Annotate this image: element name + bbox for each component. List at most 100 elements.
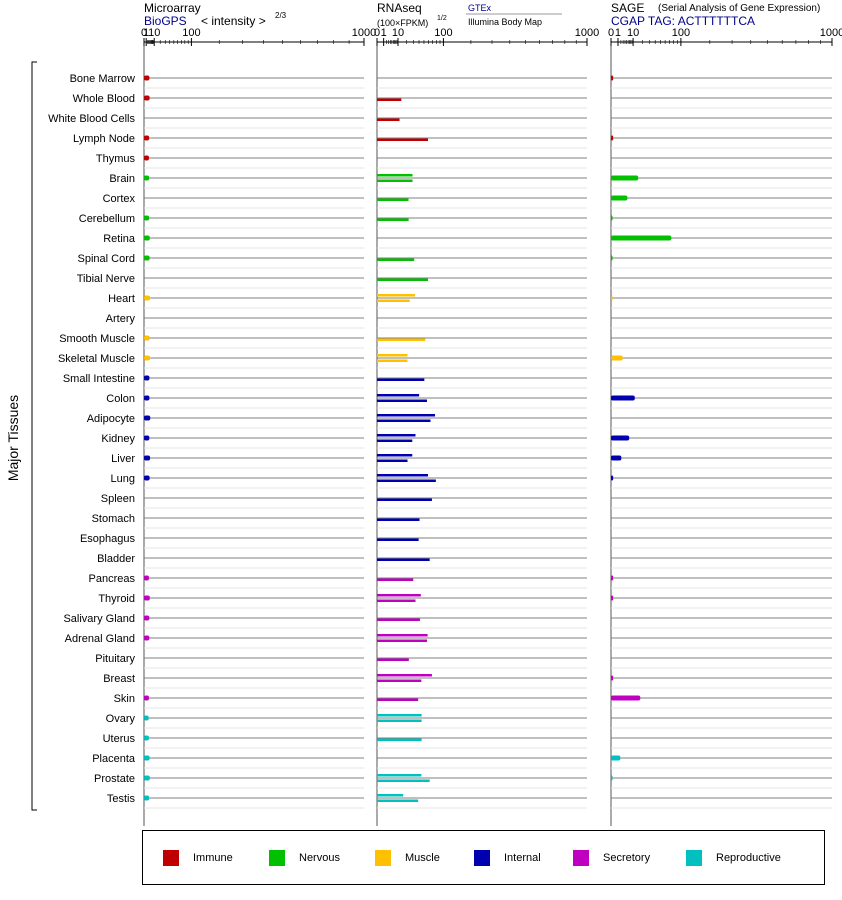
sage-bar: [611, 255, 613, 261]
rnaseq-exponent: 1/2: [437, 15, 447, 22]
rnaseq-bar-illumina: [377, 419, 431, 422]
microarray-bar: [144, 735, 149, 741]
rnaseq-bar: [377, 338, 426, 341]
tissue-label: Skeletal Muscle: [58, 353, 135, 365]
sage-bar: [611, 355, 623, 361]
tissue-label: Small Intestine: [63, 373, 135, 385]
tissue-label: Kidney: [101, 433, 135, 445]
microarray-bar: [144, 235, 150, 241]
sage-bar: [611, 215, 613, 221]
tissue-label: Thymus: [96, 153, 136, 165]
microarray-bar: [144, 335, 150, 341]
legend: Immune Nervous Muscle Internal Secretory Repr…: [142, 830, 825, 885]
rnaseq-bar-gtex: [377, 794, 404, 797]
rnaseq-bar-illumina: [377, 299, 410, 302]
rnaseq-bar-gtex: [377, 774, 422, 777]
rnaseq-units: (100×FPKM): [377, 18, 428, 28]
rnaseq-bar-gtex: [377, 474, 429, 477]
tissue-label: White Blood Cells: [48, 113, 135, 125]
microarray-title: Microarray: [144, 1, 201, 15]
rnaseq-title: RNAseq: [377, 1, 422, 15]
tissue-label: Testis: [107, 793, 136, 805]
tissue-label: Cerebellum: [79, 213, 135, 225]
microarray-bar: [144, 355, 151, 361]
legend-label: Reproductive: [716, 852, 781, 864]
tissue-label: Skin: [114, 693, 135, 705]
rnaseq-bar: [377, 278, 429, 281]
rnaseq-tick-label: 0: [374, 27, 380, 39]
tissue-label: Lung: [111, 473, 135, 485]
gtex-link[interactable]: GTEx: [468, 3, 492, 13]
microarray-tick-label: 10: [148, 27, 160, 39]
tissue-label: Adipocyte: [87, 413, 135, 425]
microarray-bar: [144, 295, 151, 301]
rnaseq-tick-label: 10: [392, 27, 404, 39]
sage-bar: [611, 595, 614, 601]
rnaseq-tick-label: 100: [434, 27, 452, 39]
microarray-bar: [144, 155, 149, 161]
rnaseq-bar-gtex: [377, 414, 436, 417]
rnaseq-bar: [377, 738, 422, 741]
rnaseq-bar-gtex: [377, 434, 416, 437]
microarray-bar: [144, 215, 150, 221]
rnaseq-tick-label: 1: [381, 27, 387, 39]
rnaseq-bar-illumina: [377, 439, 413, 442]
microarray-bar: [144, 795, 150, 801]
rnaseq-bar: [377, 518, 420, 521]
illumina-body-map-label: Illumina Body Map: [468, 17, 542, 27]
rnaseq-bar-gtex: [377, 634, 428, 637]
rnaseq-tick-label: 1000: [575, 27, 599, 39]
tissue-label: Spinal Cord: [78, 253, 135, 265]
tissue-label: Esophagus: [80, 533, 136, 545]
tissue-label: Lymph Node: [73, 133, 135, 145]
legend-swatch: [269, 850, 285, 866]
sage-bar: [611, 435, 630, 441]
rnaseq-bar-gtex: [377, 294, 416, 297]
microarray-exponent: 2/3: [275, 11, 287, 20]
tissue-label: Artery: [106, 313, 136, 325]
microarray-tick-label: 1: [143, 27, 149, 39]
sage-bar: [611, 395, 635, 401]
microarray-bar: [144, 135, 150, 141]
sage-bar: [611, 775, 613, 781]
rnaseq-bar-illumina: [377, 459, 408, 462]
microarray-bar: [144, 255, 150, 261]
legend-swatch: [573, 850, 589, 866]
rnaseq-bar: [377, 538, 419, 541]
sage-bar: [611, 455, 622, 461]
sage-tick-label: 10: [627, 27, 639, 39]
microarray-bar: [144, 715, 149, 721]
legend-label: Secretory: [603, 852, 651, 864]
rnaseq-bar-gtex: [377, 674, 432, 677]
microarray-bar: [144, 435, 150, 441]
tissue-label: Bladder: [97, 553, 135, 565]
microarray-tick-label: 0: [141, 27, 147, 39]
sage-bar: [611, 475, 614, 481]
sage-description: (Serial Analysis of Gene Expression): [658, 3, 820, 14]
microarray-bar: [144, 75, 150, 81]
sage-bar: [611, 75, 614, 81]
sage-bar: [611, 195, 628, 201]
tissue-label: Pituitary: [95, 653, 135, 665]
legend-label: Internal: [504, 852, 541, 864]
rnaseq-bar-gtex: [377, 714, 422, 717]
rnaseq-bar: [377, 198, 409, 201]
rnaseq-bar-gtex: [377, 454, 413, 457]
sage-tick-label: 1: [615, 27, 621, 39]
microarray-source-link[interactable]: BioGPS: [144, 14, 187, 28]
tissue-label: Thyroid: [98, 593, 135, 605]
tissue-label: Uterus: [103, 733, 136, 745]
tissue-label: Prostate: [94, 773, 135, 785]
rnaseq-bar-illumina: [377, 719, 422, 722]
sage-tick-label: 100: [672, 27, 690, 39]
tissue-label: Bone Marrow: [70, 73, 135, 85]
legend-label: Muscle: [405, 852, 440, 864]
sage-bar: [611, 755, 621, 761]
legend-swatch: [163, 850, 179, 866]
rnaseq-bar-illumina: [377, 399, 428, 402]
microarray-bar: [144, 175, 150, 181]
rnaseq-bar-gtex: [377, 174, 413, 177]
sage-bar: [611, 135, 614, 141]
sage-tag-link[interactable]: CGAP TAG: ACTTTTTTCA: [611, 14, 755, 28]
microarray-bar: [144, 95, 150, 101]
